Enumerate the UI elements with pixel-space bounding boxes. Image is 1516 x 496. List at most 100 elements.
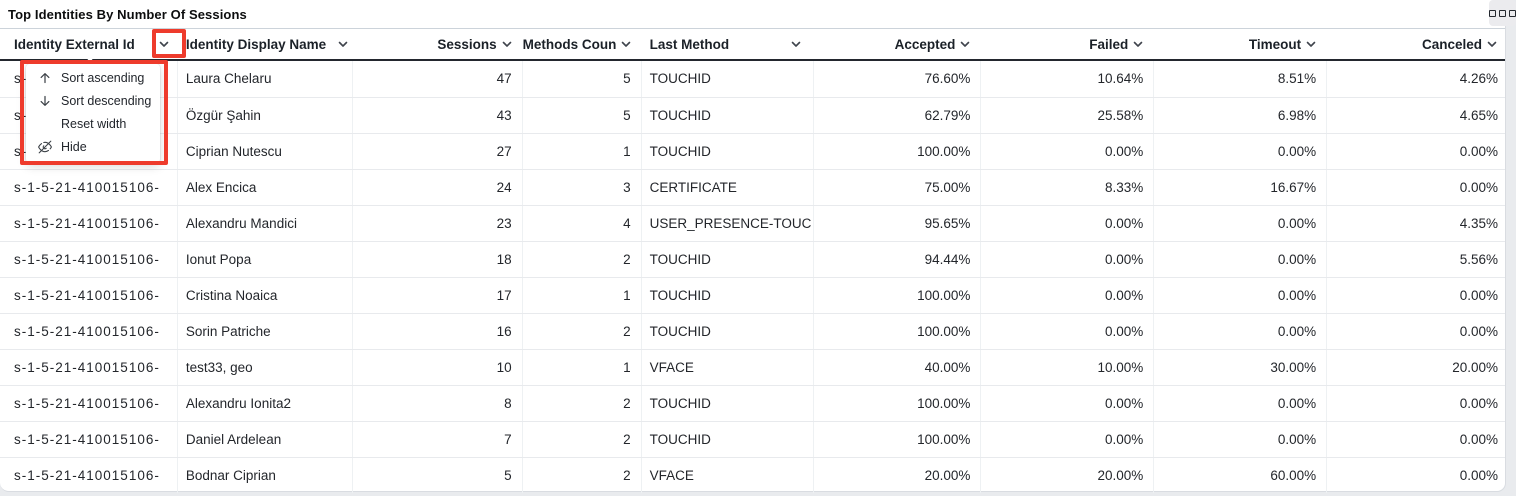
panel-menu-icon [1499, 9, 1506, 17]
table-cell: TOUCHID [642, 242, 815, 277]
table-cell: 0.00% [1459, 180, 1499, 195]
table-cell: 1 [523, 134, 642, 169]
table-cell: Özgür Şahin [178, 98, 353, 133]
table-cell: 5 [523, 61, 642, 97]
table-cell: s-1-5-21-410015106- [0, 278, 178, 313]
table-cell: 2 [523, 458, 642, 493]
table-cell: s-1-5-21-410015106- [0, 422, 178, 457]
table-cell: 0.00% [981, 386, 1155, 421]
chevron-down-icon[interactable] [337, 38, 349, 50]
table-cell: Ionut Popa [178, 242, 353, 277]
table-cell: 5 [353, 458, 523, 493]
column-header-identity-display-name[interactable]: Identity Display Name [178, 29, 353, 59]
table-cell: 0.00% [1459, 288, 1499, 303]
table-cell: 30.00% [1154, 350, 1328, 385]
table-cell: Alexandru Mandici [178, 206, 353, 241]
table-cell: 0.00% [1154, 206, 1328, 241]
menu-item-reset-width[interactable]: Reset width [26, 112, 160, 135]
column-header-methods-count[interactable]: Methods Count [523, 29, 642, 59]
table-cell: 25.58% [981, 98, 1155, 133]
chevron-down-icon[interactable] [1132, 38, 1144, 50]
table-row: s-1-5-21-410015106- Alex Encica 24 3 CERTIFI… [0, 169, 1505, 205]
table-cell: 0.00% [1154, 134, 1328, 169]
table-cell: 8.33% [981, 170, 1155, 205]
table-cell: 0.00% [1154, 242, 1328, 277]
table-row: s-1-5-21-410015106- Daniel Ardelean 7 2 TOUC… [0, 421, 1505, 457]
table-cell: 5 [523, 98, 642, 133]
menu-item-label: Sort descending [61, 93, 152, 108]
table-cell: s-1-5-21-410015106- [0, 350, 178, 385]
column-header-canceled[interactable]: Canceled [1327, 29, 1505, 59]
column-header-sessions[interactable]: Sessions [353, 29, 523, 59]
table-row: s-1-5-21-410015106- Sorin Patriche 16 2 TOUC… [0, 313, 1505, 349]
table-cell: 0.00% [1459, 144, 1499, 159]
table-body: s-1-5-21-410015106-Laura Chelaru475TOUCH… [0, 61, 1505, 493]
column-header-accepted[interactable]: Accepted [814, 29, 981, 59]
table-cell: Daniel Ardelean [178, 422, 353, 457]
table-cell: 2 [523, 314, 642, 349]
table-header-row: Identity External Id Identity Display Na… [0, 28, 1505, 61]
table-cell: 0.00% [1459, 324, 1499, 339]
table-cell: TOUCHID [642, 386, 815, 421]
table-cell: 0.00% [1154, 422, 1328, 457]
table-cell: s-1-5-21-410015106- [0, 386, 178, 421]
table-cell: 75.00% [814, 170, 982, 205]
panel-menu-icon [1509, 9, 1516, 17]
table-cell: TOUCHID [642, 314, 815, 349]
table-cell: 23 [353, 206, 523, 241]
table-cell: VFACE [642, 350, 815, 385]
menu-item-hide[interactable]: Hide [26, 135, 160, 158]
table-cell: 0.00% [1154, 278, 1328, 313]
table-cell: 60.00% [1154, 458, 1328, 493]
chevron-down-icon[interactable] [501, 38, 513, 50]
column-header-failed[interactable]: Failed [981, 29, 1154, 59]
column-header-last-method[interactable]: Last Method [642, 29, 815, 59]
table-row: s-1-5-21-410015106- Ionut Popa 18 2 TOUCHID 9… [0, 241, 1505, 277]
panel-title: Top Identities By Number Of Sessions [8, 6, 247, 22]
chevron-down-icon[interactable] [790, 38, 802, 50]
table-cell: TOUCHID [642, 61, 815, 97]
table-cell: 4.35% [1459, 216, 1499, 231]
table-row: s-1-5-21-410015106-Laura Chelaru475TOUCH… [0, 61, 1505, 97]
table-cell: TOUCHID [642, 98, 815, 133]
table-cell: 24 [353, 170, 523, 205]
panel-menu-button[interactable] [1489, 0, 1516, 26]
panel-menu-icon [1489, 9, 1496, 17]
table-cell: 16.67% [1154, 170, 1328, 205]
column-header-identity-external-id[interactable]: Identity External Id [0, 29, 178, 59]
table-cell: 20.00% [981, 458, 1155, 493]
table-row: s-1-5-21-410015106- test33, geo 10 1 VFACE 40… [0, 349, 1505, 385]
table-cell: 0.00% [981, 278, 1155, 313]
chevron-down-icon[interactable] [620, 38, 632, 50]
table-cell: 100.00% [814, 422, 982, 457]
table-cell: 5.56% [1459, 252, 1499, 267]
table-cell: s-1-5-21-410015106- [0, 206, 178, 241]
menu-item-sort-ascending[interactable]: Sort ascending [26, 66, 160, 89]
table-cell: VFACE [642, 458, 815, 493]
table-cell: 20.00% [814, 458, 982, 493]
table-cell: 76.60% [814, 61, 982, 97]
table-cell: 0.00% [1459, 396, 1499, 411]
chevron-down-icon[interactable] [1305, 38, 1317, 50]
chevron-down-icon[interactable] [158, 38, 170, 50]
table-row: s-1-5-21-410015106- Cristina Noaica 17 1 TOU… [0, 277, 1505, 313]
table-cell: s-1-5-21-410015106- [0, 314, 178, 349]
table-cell: 0.00% [1154, 386, 1328, 421]
table-cell: 40.00% [814, 350, 982, 385]
column-context-menu: Sort ascending Sort descending Reset wid… [26, 64, 160, 163]
table-cell: 1 [523, 278, 642, 313]
table-row: s-1-5-21-410015106- Alexandru Ionita2 8 2 TO… [0, 385, 1505, 421]
table-cell: 43 [353, 98, 523, 133]
table-cell: test33, geo [178, 350, 353, 385]
arrow-down-icon [37, 93, 52, 108]
table-cell: TOUCHID [642, 278, 815, 313]
column-header-timeout[interactable]: Timeout [1154, 29, 1327, 59]
menu-item-sort-descending[interactable]: Sort descending [26, 89, 160, 112]
table-cell: 17 [353, 278, 523, 313]
annotation-box-menu [20, 60, 168, 165]
chevron-down-icon[interactable] [959, 38, 971, 50]
table-cell: TOUCHID [642, 134, 815, 169]
table-cell: 10 [353, 350, 523, 385]
chevron-down-icon[interactable] [1486, 38, 1498, 50]
